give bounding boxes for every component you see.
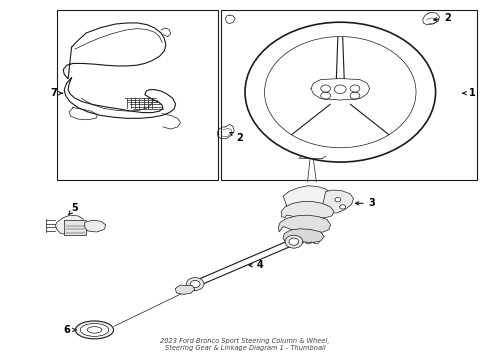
Text: 2: 2 <box>230 132 243 143</box>
Text: 7: 7 <box>50 88 62 98</box>
Circle shape <box>190 280 200 288</box>
Circle shape <box>186 278 204 291</box>
Ellipse shape <box>75 321 114 339</box>
Polygon shape <box>175 285 195 294</box>
Bar <box>57 10 218 180</box>
Text: 1: 1 <box>463 88 476 98</box>
Polygon shape <box>322 190 353 213</box>
Text: 2023 Ford Bronco Sport Steering Column & Wheel,
Steering Gear & Linkage Diagram : 2023 Ford Bronco Sport Steering Column &… <box>160 338 330 351</box>
Polygon shape <box>281 202 334 219</box>
Polygon shape <box>283 229 324 243</box>
Polygon shape <box>85 220 106 232</box>
Polygon shape <box>278 215 331 233</box>
Circle shape <box>289 238 299 245</box>
Circle shape <box>285 235 303 248</box>
Circle shape <box>340 205 345 209</box>
Text: 2: 2 <box>434 13 451 23</box>
Ellipse shape <box>87 327 102 333</box>
Bar <box>64 220 86 234</box>
Circle shape <box>335 198 341 202</box>
Text: 3: 3 <box>356 198 375 208</box>
Polygon shape <box>55 215 85 234</box>
Polygon shape <box>283 186 337 216</box>
Text: 6: 6 <box>63 325 76 335</box>
Bar <box>220 10 477 180</box>
Ellipse shape <box>80 323 109 336</box>
Text: 4: 4 <box>249 260 263 270</box>
Text: 5: 5 <box>69 203 78 215</box>
